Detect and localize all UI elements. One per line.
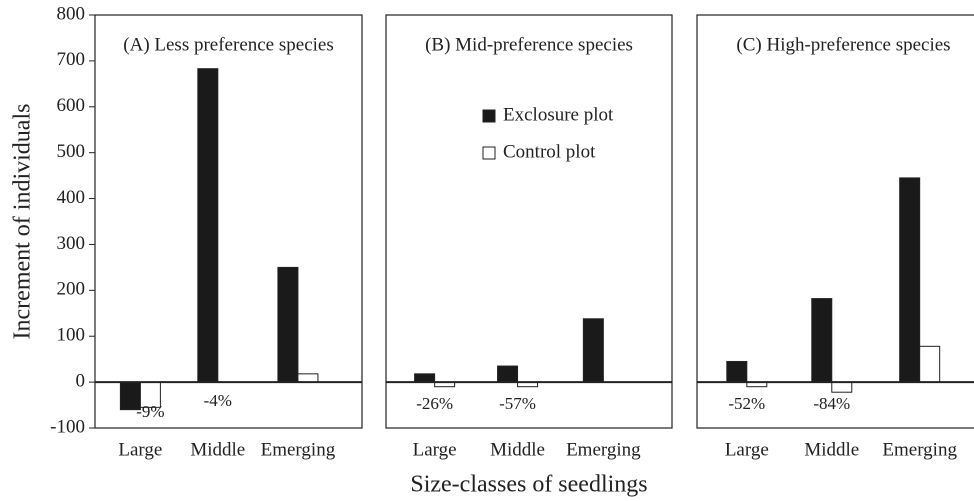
panel-title: (A) Less preference species xyxy=(123,34,333,55)
x-tick-label: Large xyxy=(413,439,457,460)
x-axis-label: Size-classes of seedlings xyxy=(410,472,647,498)
panel-frame xyxy=(94,14,363,429)
annotation: -57% xyxy=(499,394,536,413)
bar xyxy=(831,381,853,393)
x-tick-label: Emerging xyxy=(882,439,957,460)
annotation: -9% xyxy=(136,402,164,421)
panel-frame xyxy=(696,14,974,429)
legend-swatch xyxy=(482,146,496,160)
panel-frame xyxy=(385,14,673,429)
legend-swatch xyxy=(482,109,496,123)
bar xyxy=(414,373,436,383)
bar xyxy=(811,298,833,383)
bar xyxy=(899,177,921,383)
annotation: -26% xyxy=(416,394,453,413)
bar xyxy=(582,318,604,383)
panel-title: (C) High-preference species xyxy=(736,34,950,55)
y-tick-label: 500 xyxy=(57,141,86,162)
panel-title: (B) Mid-preference species xyxy=(425,34,633,55)
y-tick-label: 400 xyxy=(57,187,86,208)
bar xyxy=(297,373,319,383)
y-tick-label: 0 xyxy=(76,370,86,391)
bar xyxy=(277,266,299,383)
x-tick-label: Large xyxy=(725,439,769,460)
y-tick-label: -100 xyxy=(50,416,85,437)
y-tick-label: 700 xyxy=(57,49,86,70)
bar xyxy=(919,345,941,383)
bar xyxy=(197,68,219,383)
legend-label: Control plot xyxy=(503,141,596,162)
y-axis-label: Increment of individuals xyxy=(10,104,36,340)
x-tick-label: Middle xyxy=(190,439,245,460)
x-tick-label: Emerging xyxy=(566,439,641,460)
y-tick-label: 300 xyxy=(57,233,86,254)
annotation: -4% xyxy=(204,391,232,410)
annotation: -84% xyxy=(813,394,850,413)
x-tick-label: Emerging xyxy=(261,439,336,460)
annotation: -52% xyxy=(728,394,765,413)
x-tick-label: Middle xyxy=(490,439,545,460)
x-tick-label: Middle xyxy=(804,439,859,460)
y-tick-label: 600 xyxy=(57,95,86,116)
y-tick-label: 800 xyxy=(57,3,86,24)
y-tick-label: 100 xyxy=(57,325,86,346)
x-tick-label: Large xyxy=(118,439,162,460)
y-tick-label: 200 xyxy=(57,279,86,300)
bar xyxy=(497,365,519,383)
legend-label: Exclosure plot xyxy=(503,104,614,125)
bar xyxy=(726,360,748,383)
